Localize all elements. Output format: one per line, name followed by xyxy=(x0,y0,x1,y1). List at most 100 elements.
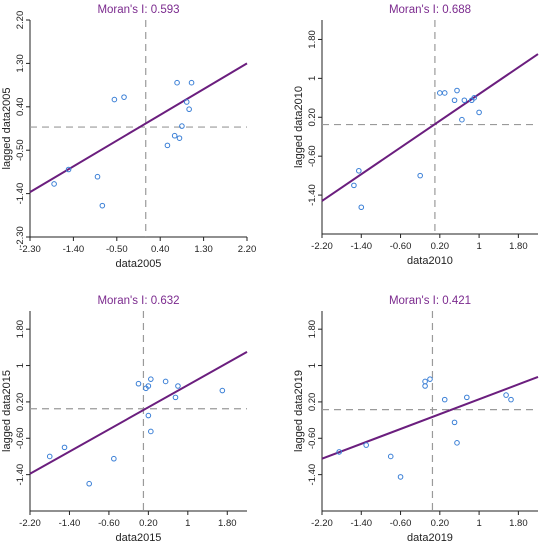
chart-title: Moran's I: 0.421 xyxy=(389,295,471,307)
y-axis-label: lagged data2015 xyxy=(1,370,13,452)
data-point xyxy=(164,142,171,149)
x-tick-label: 1.30 xyxy=(194,244,213,255)
x-tick-label: -2.20 xyxy=(311,241,333,252)
y-axis-label: lagged data2019 xyxy=(293,370,305,452)
data-point xyxy=(508,396,514,403)
data-point xyxy=(94,173,101,180)
y-tick-label: 2.20 xyxy=(15,11,26,30)
data-point xyxy=(186,106,192,113)
y-tick-label: -1.40 xyxy=(307,184,318,206)
y-tick-label: 0.20 xyxy=(307,108,318,127)
data-point xyxy=(464,394,470,401)
data-point xyxy=(46,453,53,460)
data-point xyxy=(145,383,152,389)
x-tick-label: -2.30 xyxy=(19,244,41,255)
y-tick-label: -0.60 xyxy=(307,427,318,449)
x-tick-label: 0.20 xyxy=(139,518,158,529)
x-tick-label: -0.60 xyxy=(98,518,120,529)
data-point xyxy=(454,87,460,94)
y-tick-label: -1.40 xyxy=(15,183,26,205)
data-point xyxy=(172,394,179,401)
data-point xyxy=(461,97,468,104)
data-point xyxy=(451,419,458,426)
x-tick-label: -0.60 xyxy=(390,518,412,529)
x-axis-label: data2015 xyxy=(116,532,162,544)
data-point xyxy=(451,97,458,104)
x-tick-label: -0.50 xyxy=(106,244,128,255)
data-point xyxy=(476,109,482,116)
y-tick-label: 1 xyxy=(15,363,26,368)
data-point xyxy=(358,204,365,211)
x-tick-label: -1.40 xyxy=(63,244,85,255)
chart-title: Moran's I: 0.688 xyxy=(389,4,471,16)
data-point xyxy=(145,412,152,419)
regression-line xyxy=(321,53,539,202)
y-tick-label: 0.20 xyxy=(307,393,318,412)
data-point xyxy=(86,480,92,487)
data-point xyxy=(387,453,394,460)
data-point xyxy=(65,166,72,173)
scatter-panel-4: Moran's I: 0.421 -2.20 -1.40 -0.60 0.20 1 1.80… xyxy=(293,295,539,544)
x-tick-label: -1.40 xyxy=(350,518,372,529)
x-tick-label: 1.80 xyxy=(509,518,528,529)
regression-line xyxy=(29,351,248,475)
data-point xyxy=(188,79,195,86)
data-point xyxy=(175,383,181,389)
x-tick-label: -2.20 xyxy=(19,518,41,529)
data-point xyxy=(111,96,118,103)
data-point xyxy=(441,90,448,96)
x-tick-label: -0.60 xyxy=(390,241,412,252)
regression-line xyxy=(321,375,539,460)
y-tick-label: 1.80 xyxy=(15,320,26,339)
x-tick-label: 1.80 xyxy=(218,518,237,529)
data-point xyxy=(174,79,180,86)
y-tick-label: 1 xyxy=(307,363,318,368)
y-tick-label: 1 xyxy=(307,76,318,81)
y-tick-label: -1.40 xyxy=(307,464,318,486)
data-point xyxy=(422,383,428,389)
data-point xyxy=(437,90,443,96)
data-point xyxy=(162,378,169,385)
data-point xyxy=(471,95,477,101)
data-point xyxy=(417,172,423,179)
y-tick-label: -0.60 xyxy=(15,427,26,449)
x-axis-label: data2005 xyxy=(116,258,162,270)
x-tick-label: 1.80 xyxy=(509,241,528,252)
data-point xyxy=(176,135,183,141)
regression-line xyxy=(29,62,248,194)
x-tick-label: 2.20 xyxy=(238,244,257,255)
data-point xyxy=(459,116,465,123)
chart-title: Moran's I: 0.632 xyxy=(97,295,179,307)
data-point xyxy=(148,428,154,435)
x-tick-label: 0.20 xyxy=(431,518,450,529)
x-axis-label: data2019 xyxy=(407,532,453,544)
data-point xyxy=(441,396,448,403)
scatter-panel-2: Moran's I: 0.688 -2.20 -1.40 -0.60 0.20 1 1.80… xyxy=(293,4,539,267)
x-tick-label: 0.40 xyxy=(151,244,170,255)
y-tick-label: -0.60 xyxy=(307,145,318,167)
x-axis-label: data2010 xyxy=(407,255,453,267)
scatter-panel-1: Moran's I: 0.593 -2.30 -1.40 -0.50 0.40 1.30 2… xyxy=(1,4,256,270)
data-point xyxy=(148,376,154,382)
data-point xyxy=(183,99,190,105)
x-tick-label: 1 xyxy=(476,241,481,252)
data-point xyxy=(363,442,369,448)
data-point xyxy=(171,132,178,139)
x-tick-label: -2.20 xyxy=(311,518,333,529)
data-point xyxy=(111,455,117,462)
x-tick-label: -1.40 xyxy=(350,241,372,252)
data-point xyxy=(336,449,342,455)
data-point xyxy=(422,378,428,385)
data-point xyxy=(356,167,362,174)
x-tick-label: 1 xyxy=(476,518,481,529)
y-axis-label: lagged data2010 xyxy=(293,86,305,168)
x-tick-label: 1 xyxy=(185,518,190,529)
data-point xyxy=(99,202,106,209)
data-point xyxy=(427,376,433,382)
y-axis-label: lagged data2005 xyxy=(1,88,13,170)
data-point xyxy=(219,387,226,394)
data-point xyxy=(179,123,185,129)
data-point xyxy=(61,444,68,451)
y-tick-label: 1.80 xyxy=(307,30,318,49)
